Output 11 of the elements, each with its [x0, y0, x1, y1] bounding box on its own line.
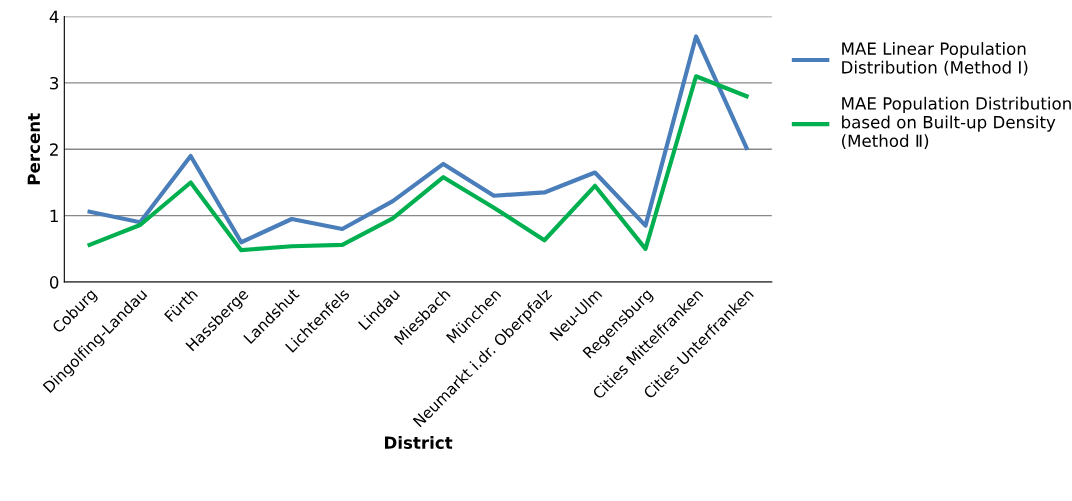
legend-label: MAE Linear Population Distribution (Method Ⅰ): [842, 42, 1028, 76]
line-series: [87, 34, 749, 245]
y-axis-title: Percent: [27, 113, 41, 185]
y-tick-label: 1: [50, 209, 58, 223]
y-tick-label: 2: [50, 143, 58, 156]
x-axis-title: District: [385, 436, 453, 449]
line-series: [87, 74, 749, 253]
legend-label: MAE Population Distribution based on Built-up Density (Method Ⅱ): [842, 96, 1071, 150]
y-tick-label: 0: [49, 276, 59, 289]
y-tick-label: 3: [50, 76, 59, 90]
y-tick-label: 4: [49, 10, 59, 23]
